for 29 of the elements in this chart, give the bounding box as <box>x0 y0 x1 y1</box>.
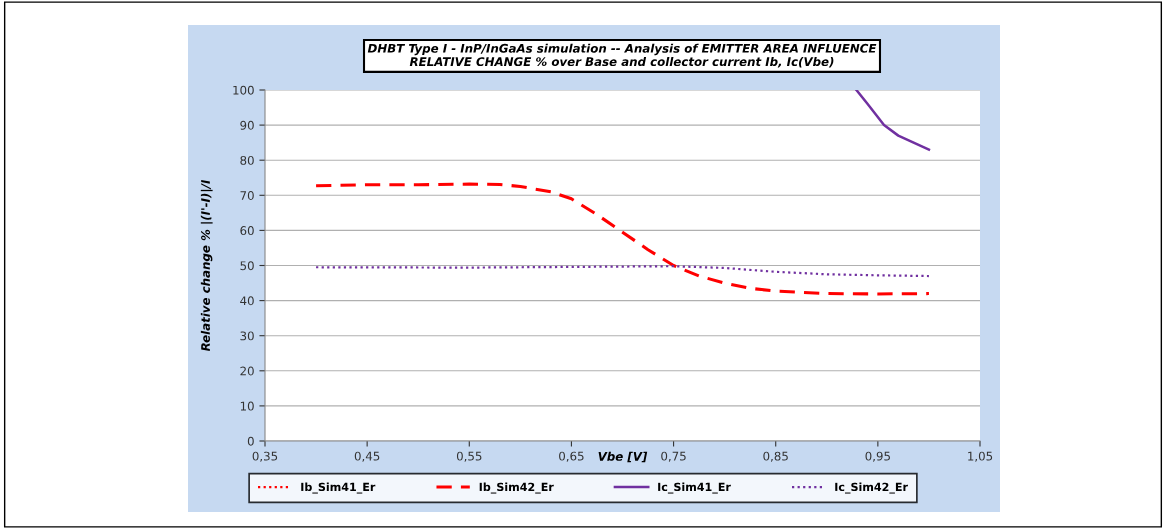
x-tick-label: 0,45 <box>354 451 380 462</box>
x-tick-label: 0,65 <box>559 451 584 462</box>
y-tick-label: 0 <box>247 436 254 446</box>
legend-label: Ic_Sim41_Er <box>658 482 731 494</box>
legend-label: Ic_Sim42_Er <box>835 482 908 494</box>
x-tick-label: 0,75 <box>661 451 686 462</box>
line-series <box>855 90 931 151</box>
y-tick-label: 70 <box>240 191 254 200</box>
y-tick-label: 30 <box>240 331 254 341</box>
y-tick-label: 20 <box>240 366 254 376</box>
y-tick-label: 60 <box>240 226 254 236</box>
legend-label: Ib_Sim41_Er <box>301 482 376 494</box>
x-tick-label: 0,55 <box>456 451 482 462</box>
y-tick-label: 40 <box>240 296 254 306</box>
x-tick-label: 0,95 <box>865 451 890 462</box>
y-tick-label: 10 <box>240 401 254 411</box>
chart-title: DHBT Type I - InP/InGaAs simulation -- Analysis of EMITTER AREA INFLUENCE RELATIVE CHANGE % over Base and collector current Ib, Ic(Vbe) <box>367 43 877 68</box>
y-tick-label: 100 <box>233 85 254 95</box>
legend-label: Ib_Sim42_Er <box>479 482 554 494</box>
y-tick-label: 90 <box>240 120 254 130</box>
y-tick-label: 80 <box>240 155 254 165</box>
x-tick-label: 0,35 <box>252 451 278 462</box>
x-axis-title: Vbe [V] <box>598 451 648 463</box>
line-series <box>314 182 931 296</box>
x-tick-label: 1,05 <box>968 451 993 462</box>
x-tick-label: 0,85 <box>763 451 788 462</box>
y-tick-label: 50 <box>240 261 254 271</box>
y-axis-title: Relative change % |(I'-I)|/I <box>200 179 213 352</box>
line-series <box>314 265 931 278</box>
